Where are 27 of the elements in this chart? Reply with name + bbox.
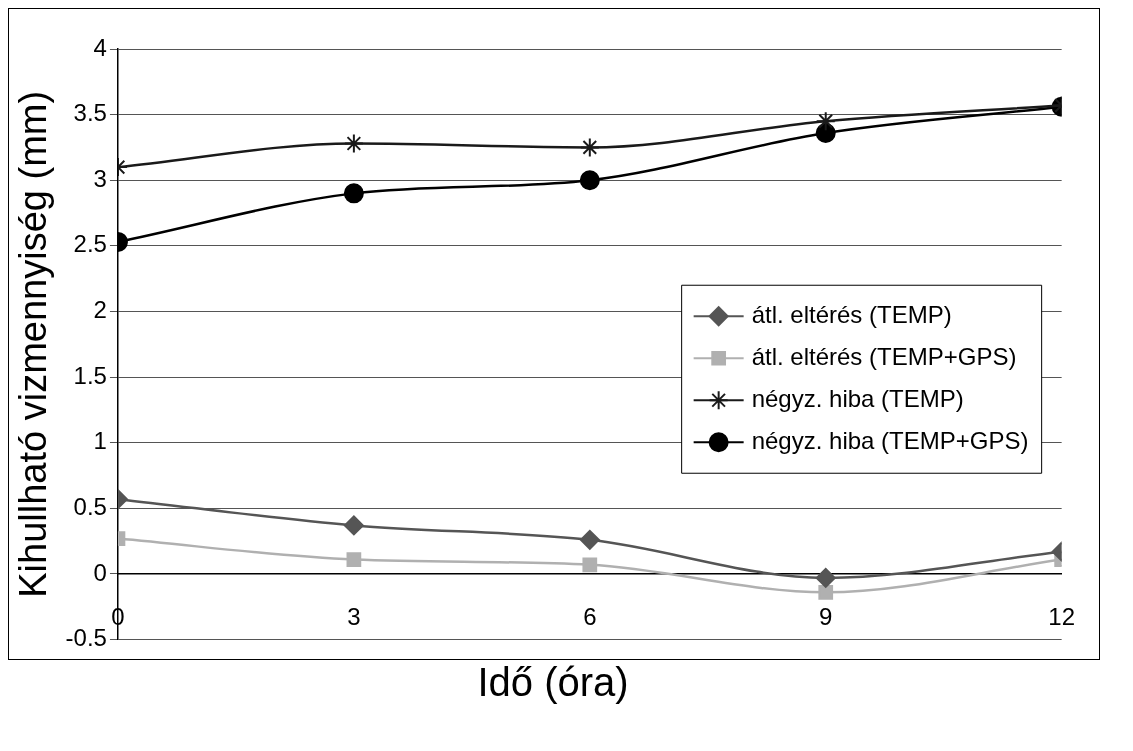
- y-tick-label: 0: [93, 558, 107, 586]
- y-tick-label: 2: [93, 296, 107, 324]
- point: [579, 137, 600, 158]
- legend-label: átl. eltérés (TEMP+GPS): [751, 342, 1017, 370]
- y-tick-label: 3: [93, 164, 107, 192]
- y-tick-label: 4: [93, 33, 107, 61]
- x-tick-label: 12: [1048, 603, 1075, 630]
- point: [579, 529, 600, 550]
- legend-label: átl. eltérés (TEMP): [751, 300, 952, 328]
- y-tick-label: -0.5: [65, 624, 107, 652]
- point: [579, 170, 600, 191]
- point: [346, 552, 362, 567]
- legend-label: négyz. hiba (TEMP): [751, 384, 964, 412]
- x-tick-label: 6: [583, 603, 597, 630]
- y-tick-label: 3.5: [73, 99, 107, 127]
- y-axis-title: Kihullható vizmennyiség (mm): [12, 90, 55, 598]
- y-tick-label: 2.5: [73, 230, 107, 258]
- x-tick-label: 3: [347, 603, 361, 630]
- point: [582, 557, 598, 573]
- y-tick-label: 1: [93, 427, 107, 455]
- y-tick-label: 1.5: [73, 361, 107, 389]
- x-axis-title: Idő (óra): [476, 660, 630, 705]
- y-tick-label: 0.5: [73, 492, 107, 520]
- legend-label: négyz. hiba (TEMP+GPS): [751, 426, 1029, 454]
- point: [815, 111, 836, 132]
- x-tick-label: 9: [819, 603, 833, 630]
- point: [815, 567, 836, 588]
